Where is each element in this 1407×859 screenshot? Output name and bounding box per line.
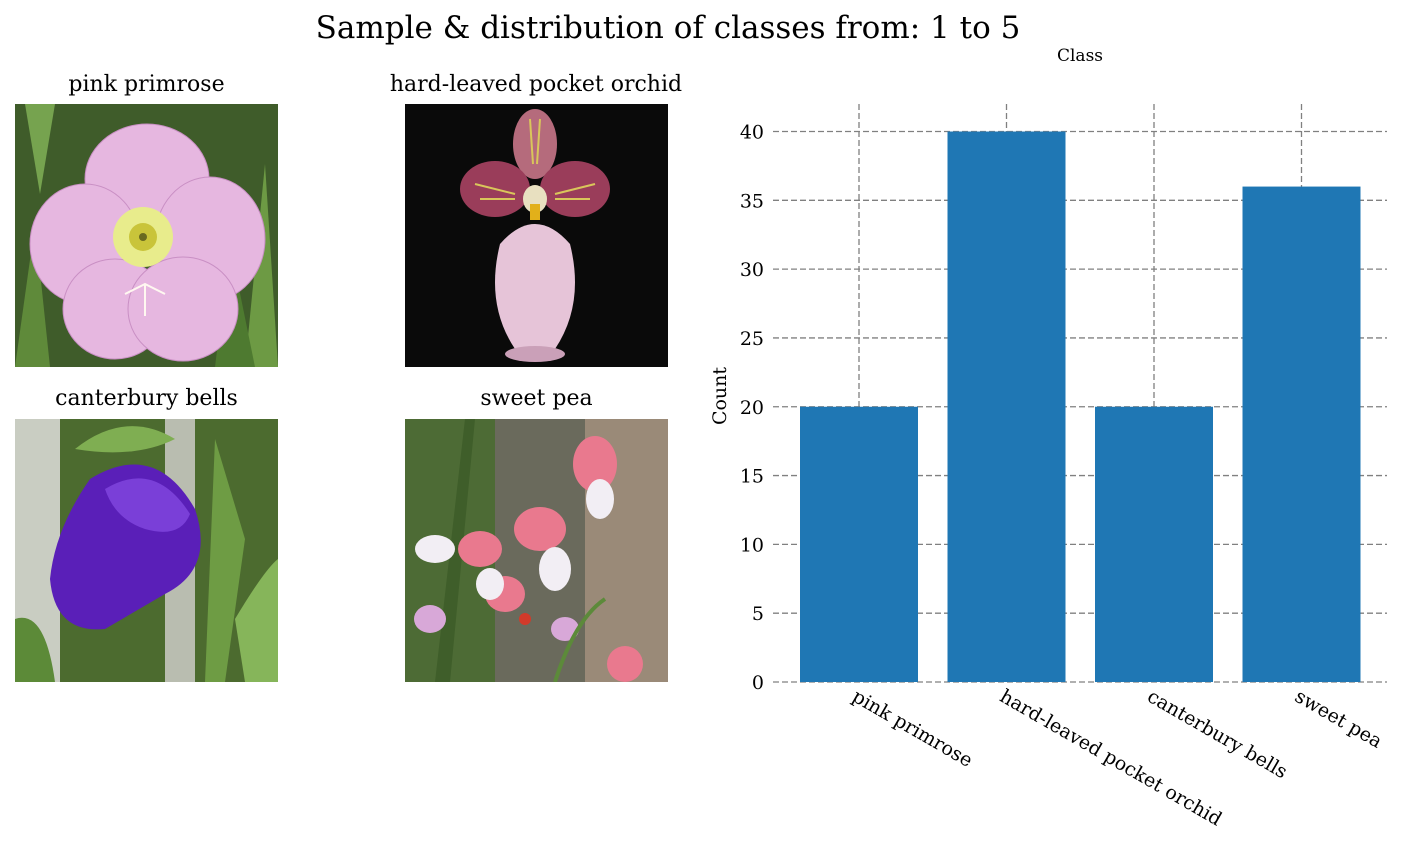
sample-title-pink-primrose: pink primrose	[68, 72, 225, 97]
bar-pink-primrose	[800, 406, 918, 682]
sample-title-pocket-orchid: hard-leaved pocket orchid	[389, 72, 683, 97]
y-tick-label: 5	[752, 603, 764, 625]
y-tick-label: 0	[752, 672, 764, 694]
y-tick-label: 35	[740, 190, 764, 212]
y-tick-label: 40	[740, 122, 764, 144]
y-tick-label: 15	[740, 466, 764, 488]
y-tick-label: 25	[740, 328, 764, 350]
x-tick-label: canterbury bells	[1144, 685, 1292, 783]
x-tick-label: pink primrose	[849, 685, 977, 771]
sample-title-sweet-pea: sweet pea	[480, 386, 593, 411]
bar-hard-leaved-pocket-orchid	[947, 131, 1066, 682]
y-tick-label: 10	[740, 534, 764, 556]
y-tick-label: 30	[740, 259, 764, 281]
bar-sweet-pea	[1242, 186, 1361, 683]
y-axis-label: Count	[709, 367, 731, 425]
x-tick-label: sweet pea	[1291, 685, 1386, 753]
x-tick-labels: pink primrose hard-leaved pocket orchidca…	[849, 685, 1386, 830]
pocket-orchid-photo	[405, 104, 668, 367]
pink-primrose-photo	[15, 104, 278, 367]
y-tick-label: 20	[740, 397, 764, 419]
sweet-pea-photo	[405, 419, 668, 682]
bars	[800, 131, 1361, 683]
chart-title: Class	[1057, 46, 1103, 66]
y-tick-labels: 0 5 10 15 20 25 30 35 40	[740, 122, 764, 694]
canterbury-bells-photo	[15, 419, 278, 682]
sample-title-canterbury-bells: canterbury bells	[55, 386, 238, 411]
bar-canterbury-bells	[1095, 406, 1213, 682]
figure-title: Sample & distribution of classes from: 1…	[315, 10, 1021, 46]
